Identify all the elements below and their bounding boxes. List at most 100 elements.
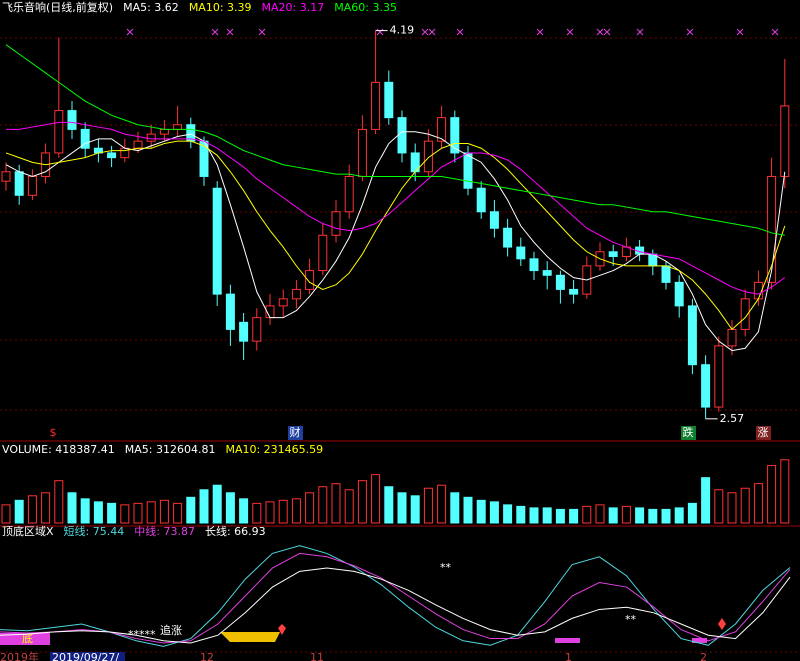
volume-bar [569,508,579,524]
marker: $ [50,426,57,439]
candle-body [542,270,552,276]
volume-bar [648,508,658,524]
volume-bar [621,505,631,524]
volume-bar [780,459,790,524]
candle-body [727,328,737,347]
candle-body [252,317,262,342]
candle-body [555,274,565,290]
top-marker [771,28,779,36]
candle-body [159,128,169,135]
date-label: 12 [200,651,214,661]
volume-bar [225,492,235,524]
candle-body [516,246,526,260]
top-marker [126,28,134,36]
candle-body [767,175,777,283]
marker: 涨 [758,426,769,439]
volume-bar [661,508,671,524]
top-marker [456,28,464,36]
volume-bar [437,484,447,524]
volume-bar [516,505,526,524]
legend-entry: 飞乐音响(日线,前复权) [2,0,113,14]
candle-body [239,321,249,342]
volume-bar [410,495,420,524]
volume-bar [608,507,618,524]
volume-bar [384,486,394,524]
candle-body [529,258,539,272]
legend-entry: 中线: 73.87 [134,524,195,538]
top-marker [536,28,544,36]
ma-line [5,44,785,236]
volume-bar [291,498,301,524]
volume-bar [278,499,288,524]
legend-entry: 长线: 66.93 [205,524,266,538]
volume-bar [120,504,130,524]
volume-bar [93,501,103,524]
volume-bar [595,504,605,524]
candle-body [305,270,315,290]
volume-bar [503,504,513,524]
marker-bg [681,426,696,440]
signal: 底 [22,631,33,645]
candle-body [714,345,724,408]
candle-body [344,175,354,213]
volume-bar [41,492,51,524]
candle-body [14,171,24,196]
ma-line [5,140,786,331]
volume-bar [1,504,11,524]
volume-bar [701,477,711,524]
top-marker [566,28,574,36]
candle-body [107,152,117,159]
volume-bar [555,508,565,524]
date-label: 2 [700,651,707,661]
volume-bar [305,492,315,524]
volume-bar [753,483,763,524]
legend-entry: 短线: 75.44 [64,524,125,538]
volume-bar [265,501,275,524]
candle-body [687,305,697,366]
top-marker [258,28,266,36]
volume-bar [54,480,64,524]
date-bg [50,652,125,661]
volume-bar [67,492,77,524]
candle-body [384,81,394,119]
volume-bar [582,505,592,524]
volume-bar [489,501,499,524]
signal: 追涨 [160,623,182,637]
volume-bar [423,487,433,524]
volume-bar [740,487,750,524]
candle-body [423,140,433,173]
top-marker [736,28,744,36]
volume-bar [27,495,37,524]
volume-bar [331,483,341,524]
volume-bar [727,492,737,524]
indicator-line [0,567,791,644]
candle-body [133,140,143,149]
volume-bar [714,489,724,524]
arrow [718,618,726,630]
marker-bg [288,426,303,440]
volume-bar [239,498,249,524]
candle-body [503,227,513,248]
volume-bar [14,499,24,524]
volume-bar [767,465,777,524]
candle-body [331,211,341,236]
legend-entry: 顶底区域X [2,524,54,538]
candle-body [278,298,288,307]
date-label: 11 [310,651,324,661]
candle-body [291,288,301,300]
date-label: 2019/09/27/ [52,651,119,661]
candle-body [397,117,407,154]
volume-bar [687,502,697,524]
date-axis: 2019年 2019/09/27/ 12 11 1 2 [0,650,707,661]
volume-bar [252,502,262,524]
volume-bar [635,507,645,524]
candle-body [1,171,11,182]
volume-bar [212,484,222,524]
candle-body [54,110,64,154]
top-marker [636,28,644,36]
candle-body [437,117,447,142]
price-markers: $ 财 跌 涨 [50,425,771,440]
volume-bar [159,499,169,524]
ma-line [5,131,786,352]
